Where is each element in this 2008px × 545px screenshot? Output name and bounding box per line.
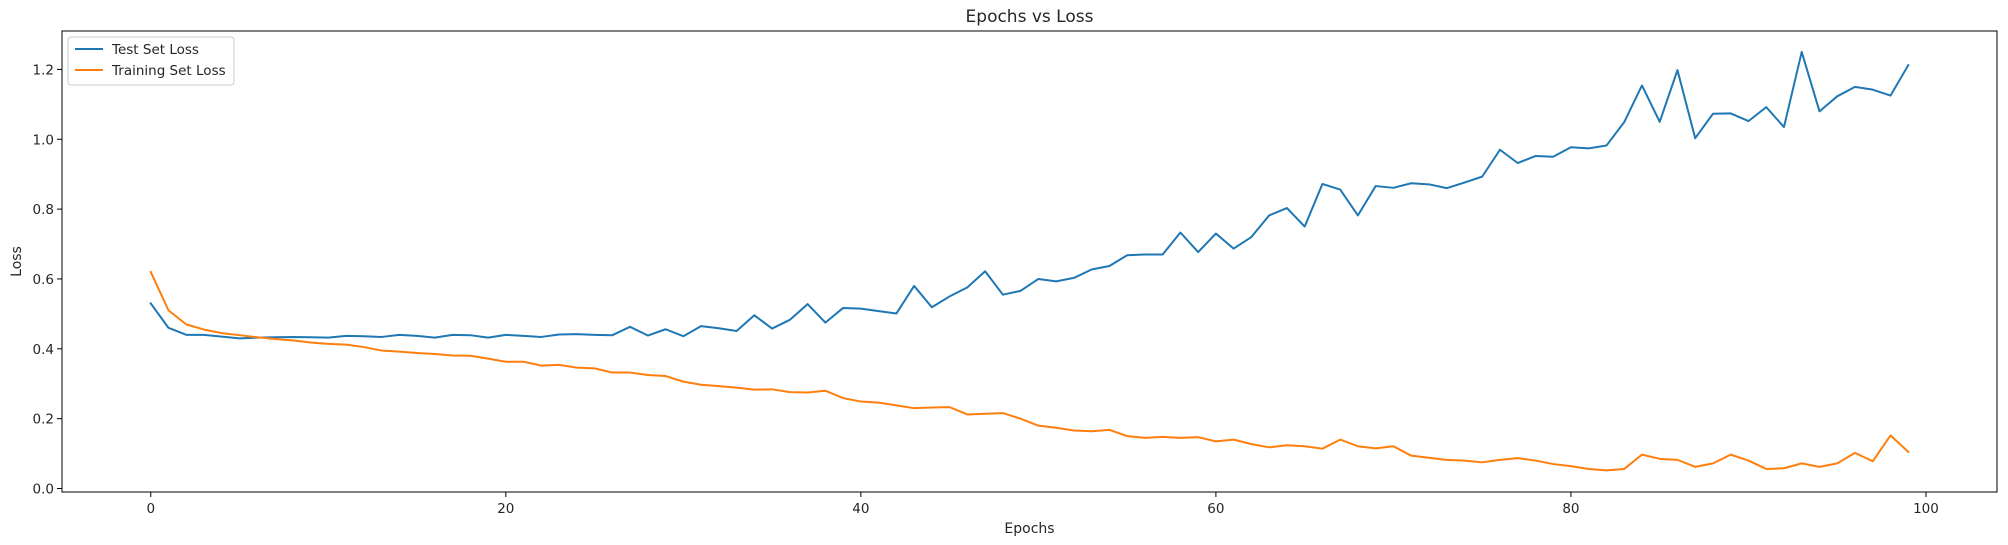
- y-tick-label: 0.0: [33, 482, 54, 498]
- x-tick-label: 40: [852, 501, 869, 517]
- x-tick-label: 0: [146, 501, 155, 517]
- y-tick-label: 1.0: [33, 132, 54, 148]
- x-tick-label: 80: [1562, 501, 1579, 517]
- series-layer: [149, 50, 1910, 472]
- x-tick-label: 60: [1207, 501, 1224, 517]
- y-axis-title: Loss: [9, 246, 25, 277]
- y-axis: 0.0 0.2 0.4 0.6 0.8 1.0 1.2: [33, 62, 62, 498]
- chart-title: Epochs vs Loss: [966, 7, 1094, 27]
- y-tick-label: 0.4: [33, 342, 54, 358]
- legend: Test Set Loss Training Set Loss: [67, 36, 235, 86]
- y-tick-label: 1.2: [33, 62, 54, 78]
- y-tick-label: 0.2: [33, 412, 54, 428]
- legend-label-training-set-loss: Training Set Loss: [111, 63, 226, 79]
- x-tick-label: 100: [1913, 501, 1939, 517]
- x-axis-title: Epochs: [1004, 521, 1054, 537]
- legend-label-test-set-loss: Test Set Loss: [111, 42, 199, 58]
- x-tick-label: 20: [497, 501, 514, 517]
- series-line-test-set-loss: [149, 50, 1910, 340]
- plot-frame: [61, 30, 1998, 493]
- y-tick-label: 0.8: [33, 202, 54, 218]
- legend-box: [67, 36, 235, 86]
- series-line-training-set-loss: [149, 270, 1910, 472]
- y-tick-label: 0.6: [33, 272, 54, 288]
- x-axis: 0 20 40 60 80 100: [146, 492, 1939, 517]
- plot-area: [61, 30, 1998, 493]
